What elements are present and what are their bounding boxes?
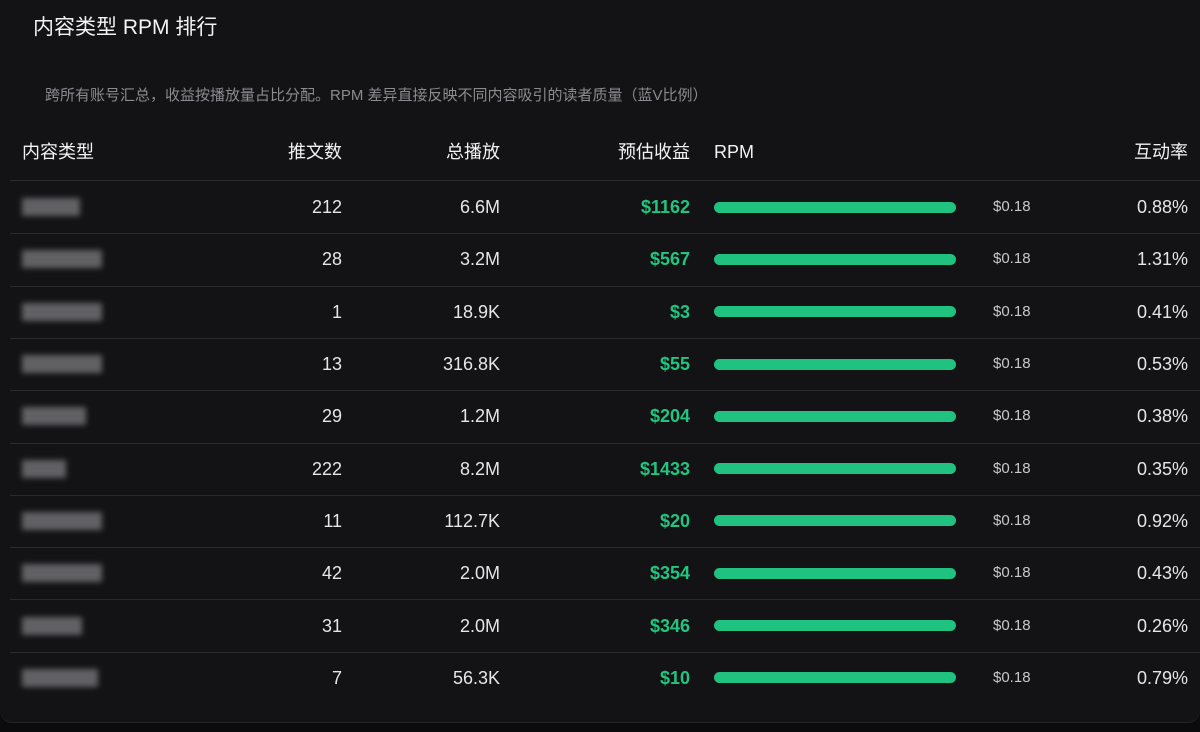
plays: 18.9K: [452, 301, 500, 322]
revenue: $567: [649, 249, 690, 270]
revenue: $346: [649, 615, 690, 636]
rpm-bar: [714, 410, 956, 422]
engagement-rate: 0.79%: [1136, 667, 1188, 688]
redacted-name: [22, 668, 98, 687]
posts: 31: [321, 615, 342, 636]
plays: 2.0M: [459, 563, 500, 584]
revenue: $20: [659, 510, 690, 531]
engagement-rate: 0.35%: [1136, 458, 1188, 479]
rpm-bar: [714, 463, 956, 475]
revenue: $10: [659, 667, 690, 688]
plays: 316.8K: [442, 354, 500, 375]
engagement-rate: 0.88%: [1136, 197, 1188, 218]
posts: 212: [311, 197, 342, 218]
plays: 112.7K: [444, 510, 500, 531]
posts: 42: [321, 563, 342, 584]
posts: 28: [321, 249, 342, 270]
redacted-name: [22, 407, 86, 426]
plays: 6.6M: [459, 197, 500, 218]
column-header: 内容类型: [22, 142, 94, 162]
plays: 2.0M: [459, 615, 500, 636]
revenue: $1162: [640, 197, 690, 218]
revenue: $55: [659, 354, 690, 375]
row-divider: [10, 285, 1200, 287]
row-divider: [10, 233, 1200, 235]
redacted-name: [22, 616, 82, 635]
engagement-rate: 0.26%: [1136, 615, 1188, 636]
rpm: $0.18: [993, 616, 1031, 634]
plays: 8.2M: [459, 458, 500, 479]
rpm-bar: [714, 201, 956, 213]
engagement-rate: 0.43%: [1136, 563, 1188, 584]
revenue: $1433: [639, 458, 690, 479]
plays: 56.3K: [452, 667, 500, 688]
plays: 1.2M: [459, 406, 500, 427]
row-divider: [10, 494, 1200, 496]
column-header: 推文数: [288, 142, 342, 162]
redacted-name: [22, 198, 80, 217]
rpm-bar: [714, 620, 956, 632]
rpm: $0.18: [993, 668, 1031, 686]
engagement-rate: 0.92%: [1136, 510, 1188, 531]
rpm: $0.18: [993, 250, 1031, 268]
row-divider: [10, 547, 1200, 549]
rpm: $0.18: [993, 564, 1031, 582]
redacted-name: [22, 459, 66, 478]
revenue: $354: [649, 563, 690, 584]
column-header: 互动率: [1134, 142, 1188, 162]
rpm: $0.18: [993, 198, 1031, 216]
subtitle: 跨所有账号汇总，收益按播放量占比分配。RPM 差异直接反映不同内容吸引的读者质量…: [45, 87, 708, 104]
column-header: 总播放: [446, 142, 500, 162]
plays: 3.2M: [459, 249, 500, 270]
rpm-bar: [714, 358, 956, 370]
header-divider: [10, 180, 1200, 181]
engagement-rate: 0.38%: [1136, 406, 1188, 427]
row-divider: [10, 651, 1200, 653]
engagement-rate: 1.31%: [1136, 249, 1188, 270]
rpm: $0.18: [993, 459, 1031, 477]
rpm: $0.18: [993, 355, 1031, 373]
column-header: 预估收益: [618, 142, 690, 162]
rpm-bar: [714, 515, 956, 527]
rpm-bar: [714, 306, 956, 318]
row-divider: [10, 337, 1200, 339]
redacted-name: [22, 511, 102, 530]
rpm-bar: [714, 567, 956, 579]
rpm-bar: [714, 253, 956, 265]
column-header: RPM: [714, 142, 754, 162]
rpm: $0.18: [993, 302, 1031, 320]
title: 内容类型 RPM 排行: [33, 16, 218, 39]
redacted-name: [22, 250, 102, 269]
rpm-bar: [714, 672, 956, 684]
revenue: $204: [649, 406, 690, 427]
redacted-name: [22, 564, 102, 583]
rpm: $0.18: [993, 511, 1031, 529]
row-divider: [10, 390, 1200, 392]
posts: 11: [323, 510, 342, 531]
rpm: $0.18: [993, 407, 1031, 425]
posts: 222: [311, 458, 342, 479]
posts: 7: [331, 667, 342, 688]
posts: 1: [331, 301, 342, 322]
engagement-rate: 0.41%: [1136, 301, 1188, 322]
revenue: $3: [669, 301, 690, 322]
posts: 29: [321, 406, 342, 427]
engagement-rate: 0.53%: [1136, 354, 1188, 375]
row-divider: [10, 442, 1200, 444]
redacted-name: [22, 355, 102, 374]
row-divider: [10, 599, 1200, 601]
redacted-name: [22, 302, 102, 321]
posts: 13: [321, 354, 342, 375]
